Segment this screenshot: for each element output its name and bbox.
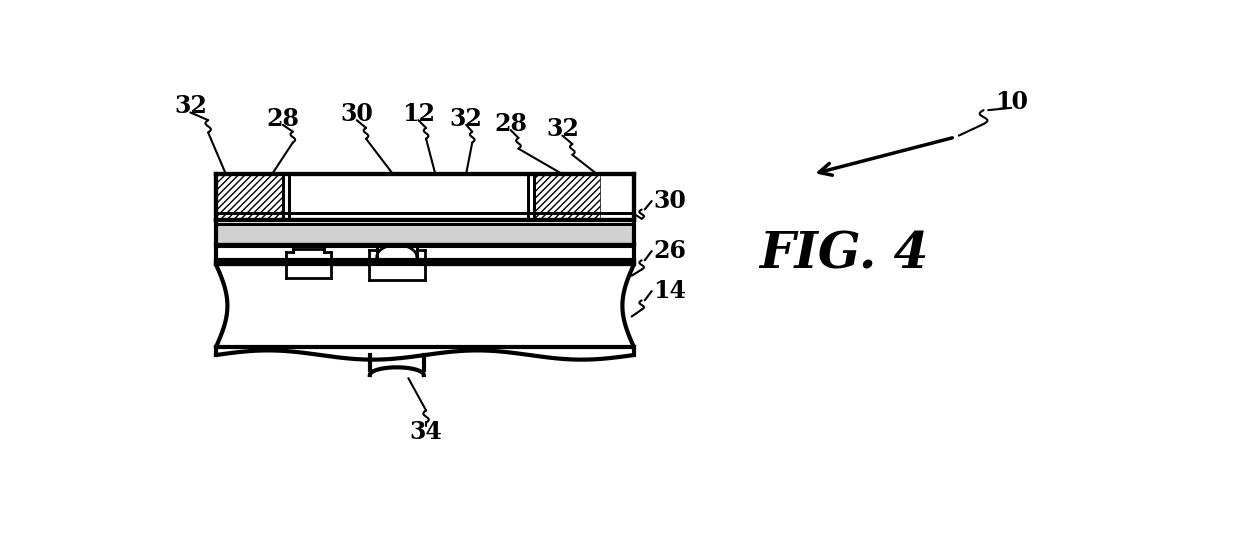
Text: 10: 10 bbox=[994, 90, 1028, 114]
Text: 32: 32 bbox=[546, 117, 579, 141]
Bar bbox=[216, 224, 634, 245]
Text: 14: 14 bbox=[653, 279, 686, 303]
Bar bbox=[289, 174, 528, 220]
Text: 12: 12 bbox=[402, 102, 435, 126]
Text: 32: 32 bbox=[450, 107, 482, 131]
Bar bbox=[601, 174, 634, 220]
Bar bbox=[528, 174, 534, 220]
Text: 32: 32 bbox=[174, 94, 207, 118]
Bar bbox=[534, 175, 600, 220]
Bar bbox=[283, 174, 289, 220]
Text: 34: 34 bbox=[409, 420, 443, 444]
Text: 26: 26 bbox=[653, 239, 686, 263]
Text: 30: 30 bbox=[653, 189, 686, 213]
Bar bbox=[217, 175, 281, 220]
Bar bbox=[534, 174, 601, 220]
Text: 28: 28 bbox=[267, 107, 299, 131]
Text: 30: 30 bbox=[340, 102, 373, 126]
Text: FIG. 4: FIG. 4 bbox=[759, 230, 928, 279]
Bar bbox=[216, 174, 283, 220]
Text: 28: 28 bbox=[495, 112, 527, 136]
